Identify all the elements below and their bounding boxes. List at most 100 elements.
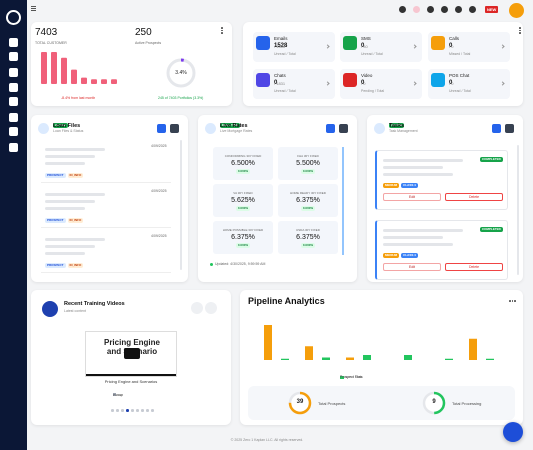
total-count: / 1831 — [274, 80, 286, 86]
panel-title-row: Loan Files ACTIVE — [53, 122, 143, 129]
toolbar-icon[interactable] — [469, 6, 476, 13]
carousel-dot[interactable] — [141, 409, 144, 412]
carousel-dot[interactable] — [136, 409, 139, 412]
carousel-dot[interactable] — [131, 409, 134, 412]
channel-tile[interactable]: Video 0/ 0 Pending / Total — [340, 69, 422, 99]
next-button[interactable] — [205, 302, 217, 314]
rate-name: USDA 30Y FIXED — [296, 227, 320, 232]
panel-title: Tasks — [389, 122, 405, 129]
rate-value: 6.375% — [231, 233, 255, 241]
carousel-dot[interactable] — [111, 409, 114, 412]
channel-icon — [256, 73, 270, 87]
chevron — [325, 81, 330, 86]
pipeline-bar — [445, 358, 453, 360]
edit-button[interactable]: Edit — [383, 263, 441, 271]
divider — [41, 182, 171, 183]
chevron — [500, 81, 505, 86]
placeholder — [45, 162, 85, 165]
prev-button[interactable] — [191, 302, 203, 314]
channel-name: SMS — [361, 36, 371, 41]
channel-tile[interactable]: Calls 0/ 0 Missed / Total — [428, 32, 510, 62]
rate-change: 0.000% — [300, 168, 316, 174]
toolbar-icon[interactable] — [455, 6, 462, 13]
sidebar — [0, 0, 27, 450]
more-button[interactable] — [339, 124, 348, 133]
gauge — [166, 58, 196, 88]
unread-count: 0 — [274, 80, 278, 86]
task-type: CLASS 4 — [401, 182, 418, 188]
rate-name: CONFORMING 30Y FIXED — [224, 153, 262, 158]
channel-icon — [343, 36, 357, 50]
chevron — [412, 81, 417, 86]
new-badge: NEW — [485, 6, 499, 13]
nav-icon[interactable] — [9, 83, 18, 92]
nav-icon[interactable] — [9, 127, 18, 136]
divider — [41, 227, 171, 228]
avatar[interactable] — [509, 3, 524, 18]
total-count: / 0 — [361, 80, 366, 86]
nav-icon[interactable] — [9, 68, 18, 77]
menu-dot — [221, 32, 223, 34]
more-button[interactable] — [170, 124, 179, 133]
rate-cell: FHA 30Y FIXED 5.500% 0.000% — [278, 147, 338, 180]
stat-ring — [288, 391, 312, 415]
nav-icon[interactable] — [9, 113, 18, 122]
toolbar-icon[interactable] — [399, 6, 406, 13]
more-button[interactable] — [505, 124, 514, 133]
carousel-dot[interactable] — [116, 409, 119, 412]
carousel-dot[interactable] — [126, 409, 129, 412]
bar — [41, 52, 47, 84]
rate-value: 6.375% — [296, 196, 320, 204]
refresh-button[interactable] — [492, 124, 501, 133]
channel-tile[interactable]: SMS 0/ 30 Unread / Total — [340, 32, 422, 62]
loan-tag: IN_INFO — [67, 262, 84, 268]
delete-button[interactable]: Delete — [445, 193, 503, 201]
unread-count: 1528 — [274, 43, 288, 49]
bar — [61, 57, 67, 84]
channel-count: 0/ 1831 — [274, 79, 324, 87]
pipeline-bar — [486, 358, 494, 360]
carousel-dot[interactable] — [121, 409, 124, 412]
toolbar-icon[interactable] — [413, 6, 420, 13]
ring-arc — [422, 391, 446, 415]
delete-button[interactable]: Delete — [445, 263, 503, 271]
panel-icon — [205, 123, 216, 134]
nav-icon[interactable] — [9, 38, 18, 47]
rate-value: 5.625% — [231, 196, 255, 204]
menu-dot — [221, 27, 223, 29]
channel-tile[interactable]: Emails 1528/ 1586 Unread / Total — [253, 32, 335, 62]
channel-tile[interactable]: Chats 0/ 1831 Unread / Total — [253, 69, 335, 99]
carousel-dot[interactable] — [151, 409, 154, 412]
ring-arc — [288, 391, 312, 415]
refresh-button[interactable] — [326, 124, 335, 133]
pipeline-bar — [281, 358, 289, 360]
placeholder — [383, 243, 453, 246]
pipeline-bar — [264, 325, 272, 360]
toolbar-icon[interactable] — [441, 6, 448, 13]
pipeline-bar — [322, 357, 330, 360]
edit-button[interactable]: Edit — [383, 193, 441, 201]
chat-fab[interactable] — [503, 422, 523, 442]
channel-name: Video — [361, 73, 373, 78]
total-count: / 0 — [449, 80, 454, 86]
task-priority: MEDIUM — [383, 182, 400, 188]
refresh-button[interactable] — [157, 124, 166, 133]
task-status: COMPLETED — [480, 227, 503, 232]
chevron — [412, 44, 417, 49]
video-thumbnail[interactable]: Pricing Engine and Scenario — [85, 331, 177, 377]
menu-line — [31, 10, 36, 11]
channel-icon — [431, 73, 445, 87]
video-caption: Pricing Engine and Scenarios — [104, 379, 158, 384]
task-tags: MEDIUM CLASS 4 — [383, 252, 443, 258]
nav-icon[interactable] — [9, 97, 18, 106]
nav-icon[interactable] — [9, 143, 18, 152]
nav-icon[interactable] — [9, 52, 18, 61]
carousel-dot[interactable] — [146, 409, 149, 412]
menu-line — [31, 6, 36, 7]
channel-caption: Missed / Total — [449, 52, 471, 56]
toolbar-icon[interactable] — [427, 6, 434, 13]
channel-tile[interactable]: POS Chat 0/ 0 Unread / Total — [428, 69, 510, 99]
placeholder — [45, 245, 95, 248]
pipeline-bar — [469, 338, 477, 360]
